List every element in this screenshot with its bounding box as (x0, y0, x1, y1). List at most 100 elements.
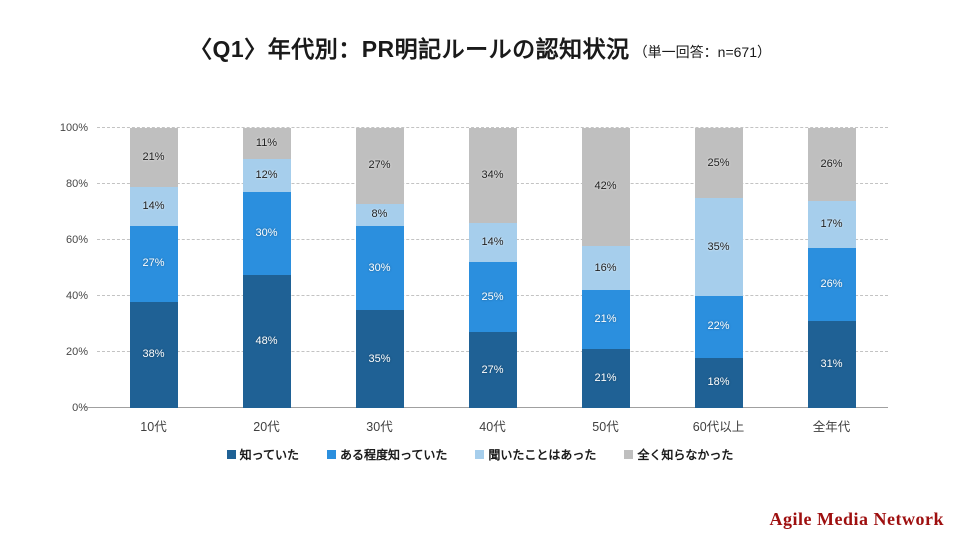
bar-slot: 38% 27% 14% 21% (97, 128, 210, 408)
category-label: 50代 (592, 420, 619, 434)
bar-slot: 35% 30% 8% 27% (323, 128, 436, 408)
stacked-bar: 38% 27% 14% 21% (129, 128, 178, 408)
legend-item: 全く知らなかった (624, 446, 733, 463)
stacked-bar: 21% 21% 16% 42% (581, 128, 630, 408)
bar-slot: 27% 25% 14% 34% (436, 128, 549, 408)
bar-segment-value: 17% (820, 218, 843, 231)
bar-segment: 35% (694, 198, 743, 297)
page-title: 〈Q1〉年代別：PR明記ルールの認知状況 （単一回答：n=671） (0, 30, 960, 64)
bar-segment: 22% (694, 296, 743, 358)
bar-segment: 30% (355, 226, 404, 310)
gridline (97, 127, 888, 128)
bar-segment: 21% (129, 128, 178, 187)
bar-segment: 18% (694, 357, 743, 408)
bar-segment-value: 8% (371, 208, 388, 221)
bar-segment-value: 35% (707, 240, 730, 253)
legend-swatch (226, 450, 236, 459)
bar-segment-value: 12% (255, 168, 278, 181)
bar-segment-value: 30% (255, 226, 278, 239)
bar-slot: 18% 22% 35% 25% (662, 128, 775, 408)
bar-segment-value: 27% (142, 257, 165, 270)
bar-segment-value: 27% (368, 159, 391, 172)
bar-segment: 26% (807, 128, 856, 201)
bar-segment: 16% (581, 245, 630, 291)
legend-swatch (624, 450, 634, 459)
bar-segment-value: 26% (820, 157, 843, 170)
category-label: 10代 (140, 420, 167, 434)
bar-segment-value: 31% (820, 358, 843, 371)
chart-title: 〈Q1〉年代別：PR明記ルールの認知状況 (189, 36, 630, 62)
y-tick-label: 20% (65, 346, 88, 358)
bar-segment: 27% (129, 226, 178, 302)
bar-segment-value: 42% (594, 180, 617, 193)
category-label: 30代 (366, 420, 393, 434)
bar-segment: 27% (355, 128, 404, 204)
bar-segment: 12% (242, 158, 291, 192)
y-tick-label: 40% (65, 290, 88, 302)
stacked-bar: 27% 25% 14% 34% (468, 128, 517, 408)
bar-segment: 35% (355, 310, 404, 408)
chart-subtitle: （単一回答：n=671） (633, 44, 771, 60)
bar-segment-value: 14% (142, 199, 165, 212)
y-tick-label: 60% (65, 234, 88, 246)
category-label: 60代以上 (692, 420, 745, 434)
stacked-bar: 48% 30% 12% 11% (242, 128, 291, 408)
legend: 知っていた ある程度知っていた 聞いたことはあった 全く知らなかった (0, 446, 960, 463)
bar-segment-value: 14% (481, 236, 504, 249)
plot-area: 38% 27% 14% 21% 48% 30% 12% 11% 35% 30% 8% 27% 27% 25… (85, 127, 888, 408)
bar-segment-value: 27% (481, 363, 504, 376)
bar-segment-value: 26% (820, 278, 843, 291)
legend-label: 全く知らなかった (637, 448, 734, 462)
bars-container: 38% 27% 14% 21% 48% 30% 12% 11% 35% 30% 8% 27% 27% 25… (97, 128, 888, 408)
bar-segment-value: 21% (142, 150, 165, 163)
bar-segment: 31% (807, 321, 856, 408)
stacked-bar: 31% 26% 17% 26% (807, 128, 856, 408)
bar-segment-value: 48% (255, 334, 278, 347)
x-axis-labels: 10代 20代 30代 40代 50代 60代以上 全年代 (97, 416, 888, 435)
category-label: 20代 (253, 420, 280, 434)
bar-segment-value: 34% (481, 169, 504, 182)
bar-slot: 31% 26% 17% 26% (775, 128, 888, 408)
bar-segment: 17% (807, 200, 856, 249)
bar-segment: 25% (694, 128, 743, 199)
bar-segment-value: 35% (368, 352, 391, 365)
bar-segment: 14% (129, 186, 178, 227)
bar-segment: 21% (581, 290, 630, 350)
category-label: 40代 (479, 420, 506, 434)
y-tick-label: 0% (72, 402, 88, 414)
y-axis-labels: 0% 20% 40% 60% 80% 100% (30, 122, 88, 414)
bar-segment: 30% (242, 191, 291, 275)
bar-segment: 42% (581, 128, 630, 246)
bar-slot: 21% 21% 16% 42% (549, 128, 662, 408)
legend-label: 聞いたことはあった (488, 448, 597, 462)
stacked-bar: 18% 22% 35% 25% (694, 128, 743, 408)
bar-slot: 48% 30% 12% 11% (210, 128, 323, 408)
bar-segment-value: 21% (594, 313, 617, 326)
bar-segment-value: 11% (255, 136, 278, 149)
legend-swatch (326, 450, 336, 459)
bar-segment-value: 25% (707, 156, 730, 169)
bar-segment: 27% (468, 332, 517, 408)
bar-segment: 21% (581, 349, 630, 408)
legend-label: 知っていた (239, 448, 299, 462)
legend-item: ある程度知っていた (326, 446, 448, 463)
legend-item: 聞いたことはあった (475, 446, 596, 463)
bar-segment: 11% (242, 128, 291, 159)
bar-segment: 34% (468, 128, 517, 224)
bar-segment-value: 21% (594, 372, 617, 385)
bar-segment-value: 22% (707, 320, 730, 333)
category-label: 全年代 (812, 420, 851, 434)
bar-segment: 38% (129, 301, 178, 408)
y-tick-label: 80% (65, 178, 88, 190)
stacked-bar: 35% 30% 8% 27% (355, 128, 404, 408)
bar-segment-value: 25% (481, 290, 504, 303)
bar-segment: 14% (468, 223, 517, 263)
bar-segment-value: 16% (594, 261, 617, 274)
legend-label: ある程度知っていた (339, 448, 448, 462)
bar-segment-value: 38% (142, 348, 165, 361)
bar-segment: 48% (242, 274, 291, 408)
bar-segment-value: 18% (707, 376, 730, 389)
bar-segment: 26% (807, 248, 856, 322)
brand-logo: Agile Media Network (769, 509, 944, 529)
